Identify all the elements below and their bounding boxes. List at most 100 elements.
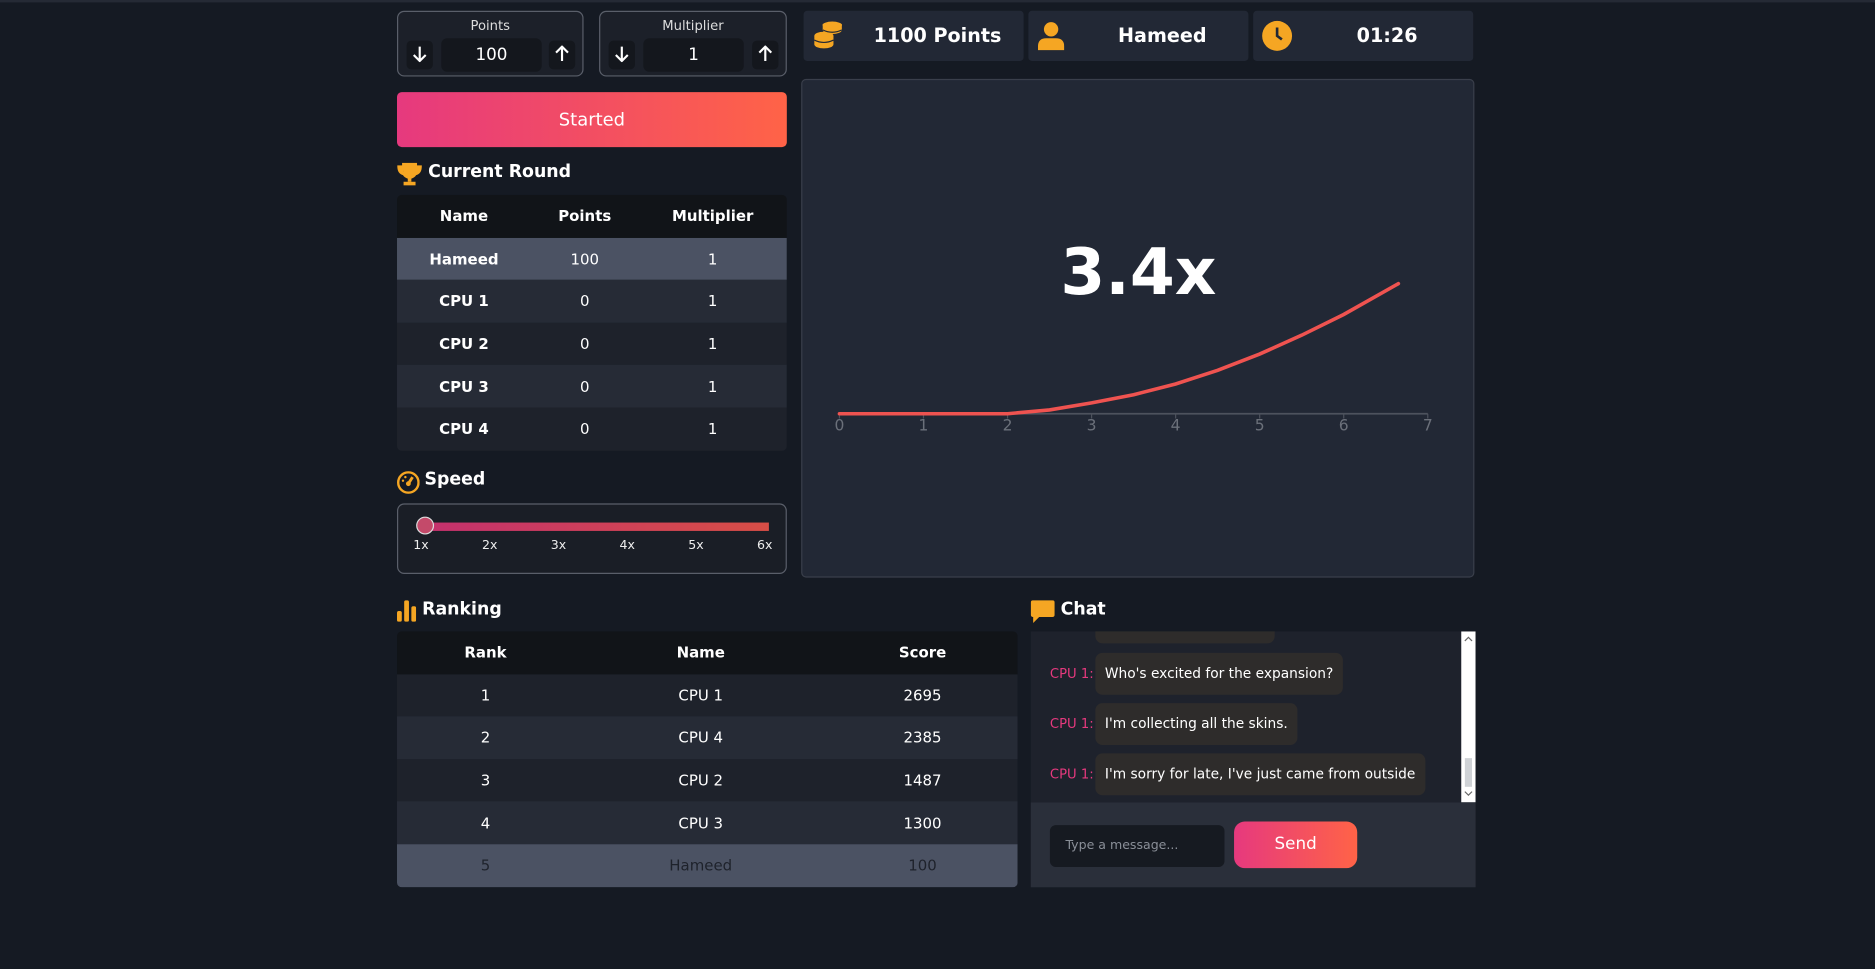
chat-icon — [1030, 600, 1055, 624]
table-row: 5 Hameed 100 — [397, 844, 1018, 887]
table-cell: 2 — [480, 728, 491, 747]
x-tick-label: 3 — [1087, 416, 1097, 434]
x-tick-label: 0 — [834, 416, 844, 434]
speed-icon — [397, 471, 420, 494]
section-title: Ranking — [422, 600, 502, 620]
table-cell: 4 — [480, 813, 491, 832]
table-cell: 1 — [707, 249, 718, 268]
x-tick-label: 2 — [1003, 416, 1013, 434]
table-header: Rank Name Score — [397, 631, 1018, 674]
table-row: 2 CPU 4 2385 — [397, 716, 1018, 760]
multiplier-input[interactable]: 1 — [643, 38, 744, 72]
table-cell: 0 — [579, 377, 590, 396]
table-cell: 1300 — [903, 813, 942, 832]
message-input[interactable]: Type a message... — [1049, 825, 1225, 867]
table-row: 1 CPU 1 2695 — [397, 673, 1018, 717]
column-header: Multiplier — [671, 207, 754, 226]
table-cell: CPU 4 — [678, 728, 724, 747]
multiplier-curve — [837, 281, 1401, 416]
message-bubble — [1095, 631, 1275, 644]
points-stat: 1100 Points — [803, 10, 1024, 61]
multiplier-chart: 0 1 2 3 4 5 6 7 3.4x — [834, 235, 1433, 435]
table-cell: 100 — [908, 856, 937, 875]
table-cell: 1 — [707, 377, 718, 396]
column-header: Name — [439, 207, 489, 226]
player-stat: Hameed — [1028, 10, 1249, 61]
section-title: Speed — [424, 469, 486, 490]
decrease-button[interactable] — [406, 40, 433, 70]
table-cell: 2695 — [903, 686, 942, 705]
points-control: Points 100 — [397, 10, 584, 77]
table-cell: 0 — [579, 420, 590, 438]
table-row: CPU 3 0 1 — [397, 365, 787, 408]
ranking-icon — [397, 600, 417, 622]
table-cell: CPU 4 — [439, 420, 489, 438]
table-cell: 3 — [480, 771, 491, 790]
user-icon — [1037, 22, 1065, 51]
table-cell: 2385 — [903, 728, 942, 747]
chat-messages: CPU 1: Who's excited for the expansion? CP… — [1030, 631, 1476, 803]
increase-button[interactable] — [548, 40, 576, 70]
timer-stat: 01:26 — [1253, 10, 1474, 61]
speed-label: 1x — [413, 538, 429, 553]
ranking-table: Rank Name Score 1 CPU 1 2695 2 CPU 4 2385 3 CPU 2 1… — [397, 631, 1018, 887]
speed-label: 3x — [550, 538, 567, 553]
x-tick-label: 6 — [1339, 416, 1349, 434]
table-cell: 0 — [579, 292, 590, 311]
speed-label: 6x — [756, 538, 773, 553]
table-cell: CPU 3 — [678, 813, 724, 832]
speed-slider: 1x 2x 3x 4x 5x 6x — [397, 503, 787, 574]
send-button[interactable]: Send — [1234, 821, 1358, 869]
control-label: Points — [470, 17, 511, 34]
points-input[interactable]: 100 — [441, 38, 542, 72]
table-row: 4 CPU 3 1300 — [397, 801, 1018, 845]
table-cell: 1 — [707, 292, 718, 311]
scrollbar[interactable] — [1461, 631, 1476, 803]
control-label: Multiplier — [662, 17, 724, 34]
table-cell: Hameed — [429, 249, 499, 268]
decrease-button[interactable] — [608, 40, 635, 70]
section-title: Chat — [1060, 600, 1106, 620]
slider-track — [419, 522, 769, 531]
table-row: 3 CPU 2 1487 — [397, 759, 1018, 802]
start-button[interactable]: Started — [397, 92, 787, 148]
table-cell: CPU 1 — [439, 292, 489, 311]
message-sender: CPU 1: — [1049, 716, 1094, 732]
table-cell: CPU 3 — [439, 377, 489, 396]
column-header: Rank — [464, 643, 507, 662]
multiplier-control: Multiplier 1 — [599, 10, 787, 77]
table-cell: CPU 2 — [678, 771, 724, 790]
table-header: Name Points Multiplier — [397, 194, 787, 238]
player-name: Hameed — [1118, 23, 1207, 47]
round-table: Name Points Multiplier Hameed 100 1 CPU 1 0 1 CPU… — [397, 194, 787, 451]
message-bubble: Who's excited for the expansion? — [1095, 652, 1343, 695]
increase-button[interactable] — [752, 40, 779, 70]
multiplier-value: 3.4x — [1060, 235, 1216, 310]
message-bubble: I'm collecting all the skins. — [1095, 703, 1298, 745]
message-bubble: I'm sorry for late, I've just came from … — [1095, 753, 1425, 796]
slider-thumb[interactable] — [416, 516, 435, 535]
graph-panel: 0 1 2 3 4 5 6 7 3.4x — [801, 78, 1475, 578]
table-cell: 0 — [579, 334, 590, 353]
speed-label: 4x — [619, 538, 635, 553]
speed-label: 2x — [481, 538, 498, 553]
table-cell: 1 — [480, 686, 491, 705]
table-row: CPU 1 0 1 — [397, 280, 787, 323]
clock-icon — [1262, 20, 1293, 51]
table-cell: 1487 — [903, 771, 942, 790]
table-row: CPU 4 0 1 — [397, 407, 787, 451]
table-cell: Hameed — [669, 856, 733, 875]
x-tick-label: 5 — [1255, 416, 1265, 434]
column-header: Score — [898, 643, 947, 662]
column-header: Name — [676, 643, 725, 662]
coins-icon — [814, 21, 843, 49]
chat-input-area: Type a message... Send — [1030, 802, 1476, 888]
column-header: Points — [558, 207, 612, 226]
message-sender: CPU 1: — [1049, 766, 1094, 783]
x-tick-label: 7 — [1423, 416, 1433, 434]
message-sender: CPU 1: — [1049, 666, 1094, 682]
table-cell: CPU 1 — [678, 686, 724, 705]
table-row: CPU 2 0 1 — [397, 322, 787, 366]
